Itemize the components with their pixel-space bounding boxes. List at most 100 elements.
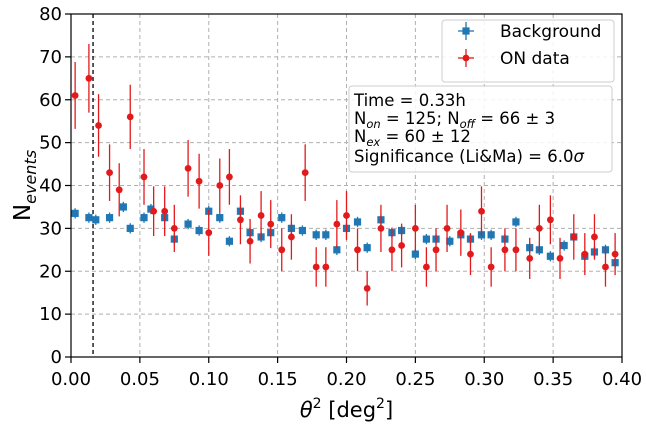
data-point: [195, 225, 203, 236]
data-point: [140, 149, 148, 205]
data-point: [398, 223, 405, 268]
data-point: [298, 225, 307, 236]
data-point: [257, 191, 265, 240]
data-point: [95, 94, 102, 157]
data-point: [591, 214, 598, 260]
data-points: [71, 44, 619, 306]
data-point: [184, 218, 192, 230]
data-point: [512, 216, 520, 228]
x-tick-label: 0.35: [533, 369, 573, 390]
data-point: [195, 153, 203, 209]
legend: Background ON data: [441, 19, 615, 83]
data-point: [363, 242, 371, 253]
data-point: [432, 228, 440, 272]
axis-ticks: 0.00 0.05 0.10 0.15 0.20 0.25 0.30 0.35 0.40 0 10 2…: [39, 4, 642, 390]
data-point: [546, 195, 554, 245]
x-tick-label: 0.30: [464, 369, 504, 390]
x-tick-label: 0.00: [51, 369, 91, 390]
y-axis-title: Nevents: [10, 150, 40, 221]
legend-background: [441, 19, 615, 83]
data-point: [246, 218, 254, 264]
data-point: [126, 223, 134, 234]
data-point: [560, 240, 568, 251]
x-axis-title: θ2 [deg2]: [300, 396, 393, 422]
data-point: [353, 216, 362, 228]
data-point: [92, 214, 100, 225]
data-point: [85, 212, 93, 223]
data-point: [71, 208, 79, 219]
data-point: [106, 144, 113, 201]
y-tick-label: 80: [39, 4, 62, 25]
data-point: [71, 62, 79, 129]
data-point: [556, 237, 564, 279]
x-tick-label: 0.20: [326, 369, 366, 390]
data-point: [322, 229, 330, 240]
data-point: [161, 186, 169, 237]
data-point: [216, 212, 224, 223]
data-point: [422, 247, 430, 287]
x-tick-label: 0.10: [189, 369, 229, 390]
data-point: [119, 201, 127, 213]
data-point: [150, 186, 158, 237]
data-point: [535, 204, 543, 252]
series-on-data: [71, 44, 619, 306]
data-point: [446, 236, 454, 247]
data-point: [457, 209, 465, 256]
y-tick-label: 10: [39, 304, 62, 325]
legend-label-background: Background: [500, 22, 601, 42]
data-point: [363, 271, 371, 306]
y-tick-label: 0: [51, 347, 62, 368]
data-point: [301, 144, 309, 201]
data-point: [501, 228, 509, 272]
x-tick-label: 0.15: [258, 369, 298, 390]
data-point: [388, 228, 396, 272]
info-counts: Non = 125; Noff = 66 ± 3: [354, 109, 555, 131]
data-point: [184, 140, 192, 197]
info-box: Time = 0.33h Non = 125; Noff = 66 ± 3 Ne…: [348, 85, 613, 173]
data-point: [526, 237, 534, 279]
legend-marker-background: [458, 22, 474, 40]
data-point: [85, 44, 93, 113]
y-tick-label: 70: [39, 47, 62, 68]
y-tick-label: 30: [39, 218, 62, 239]
x-tick-label: 0.25: [395, 369, 435, 390]
data-point: [354, 228, 361, 272]
data-point: [105, 212, 114, 223]
data-point: [216, 158, 224, 213]
data-point: [267, 200, 275, 249]
data-point: [237, 195, 244, 245]
data-point: [377, 204, 385, 252]
data-point: [312, 229, 320, 240]
data-point: [288, 214, 295, 260]
data-point: [278, 212, 286, 223]
info-box-background: [348, 85, 613, 173]
data-point: [422, 233, 430, 245]
info-excess: Nex = 60 ± 12: [354, 127, 471, 149]
y-tick-label: 20: [39, 261, 62, 282]
data-point: [126, 84, 134, 150]
data-point: [343, 191, 350, 240]
x-tick-label: 0.05: [120, 369, 160, 390]
info-time: Time = 0.33h: [353, 91, 466, 110]
data-point: [467, 233, 474, 276]
data-point: [226, 149, 233, 205]
data-point: [512, 228, 520, 272]
data-point: [581, 233, 589, 276]
data-point: [140, 212, 148, 223]
data-point: [546, 251, 554, 262]
y-tick-label: 40: [39, 176, 62, 197]
data-point: [570, 214, 578, 260]
data-point: [333, 200, 341, 249]
data-point: [278, 228, 286, 272]
data-point: [115, 163, 123, 217]
data-point: [170, 204, 178, 252]
data-point: [322, 247, 330, 287]
legend-marker-on-data: [458, 49, 474, 67]
data-point: [411, 204, 419, 252]
data-point: [611, 233, 619, 276]
data-point: [205, 209, 213, 256]
x-tick-label: 0.40: [602, 369, 642, 390]
data-point: [487, 247, 495, 287]
data-point: [478, 186, 485, 237]
